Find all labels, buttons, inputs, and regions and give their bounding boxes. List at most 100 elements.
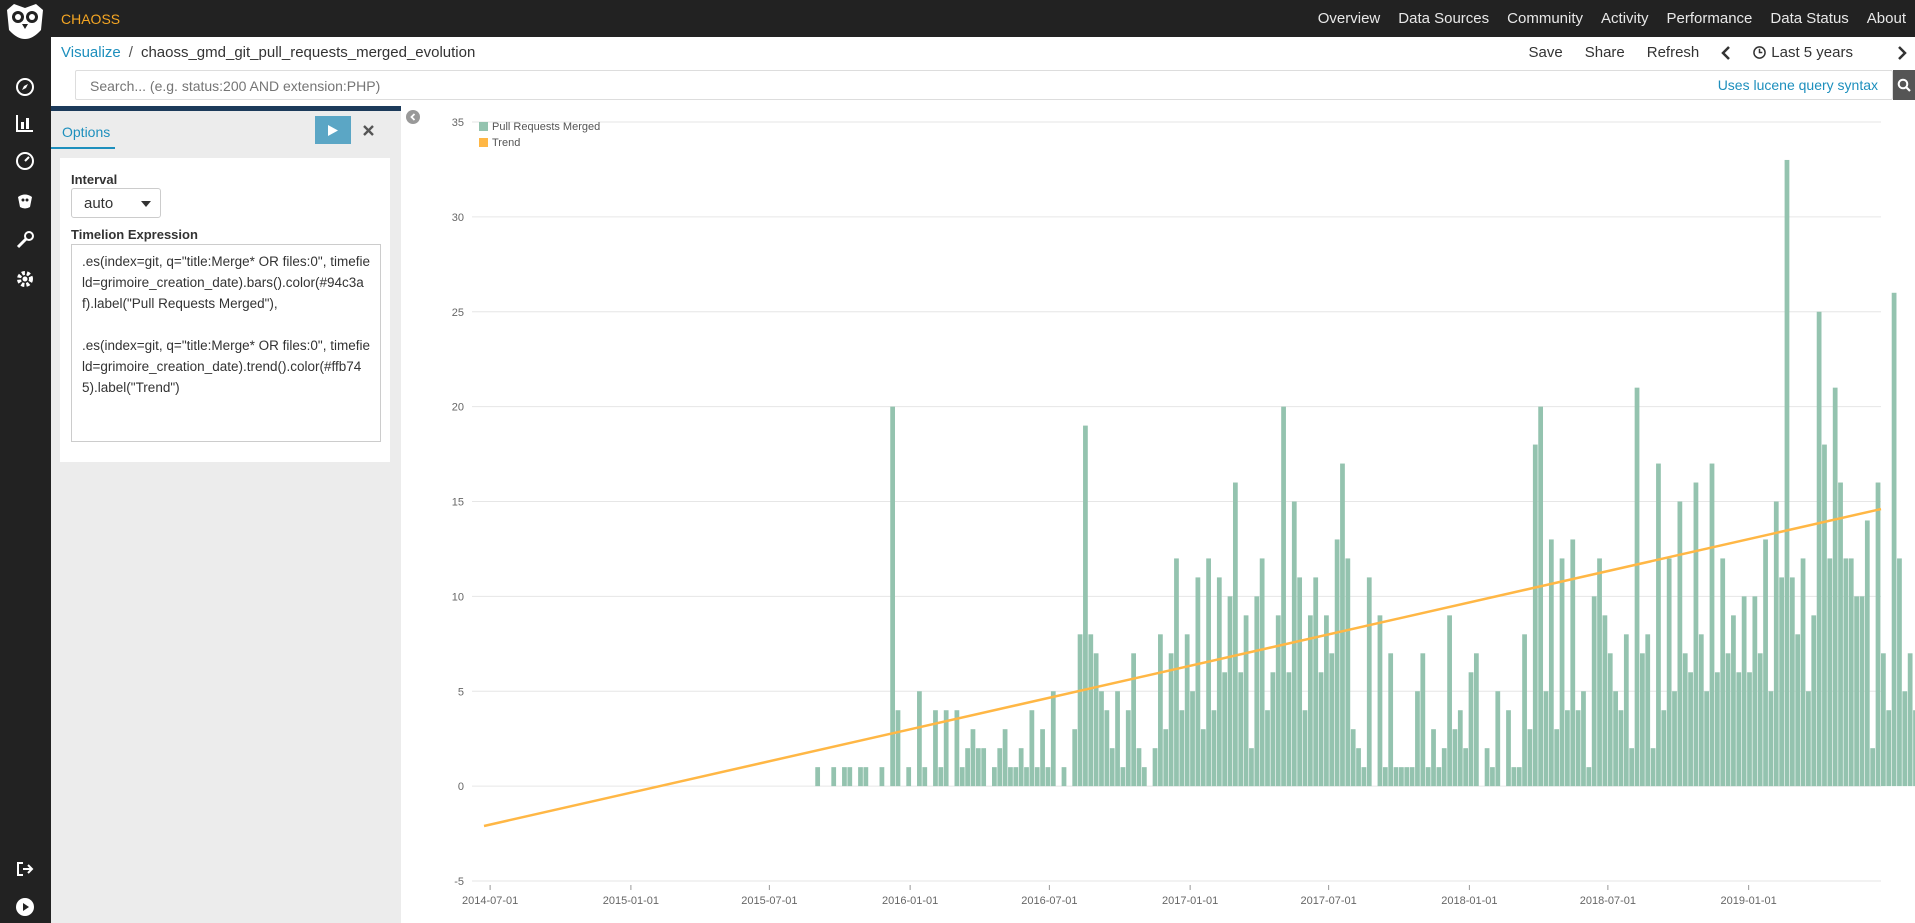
bar: [1356, 748, 1361, 787]
play-icon[interactable]: [13, 896, 37, 918]
legend-label: Trend: [492, 137, 520, 149]
y-tick-label: 35: [452, 117, 464, 129]
toolbar-actions: Save Share Refresh Last 5 years: [1529, 44, 1915, 61]
search-button[interactable]: [1893, 70, 1915, 100]
bar: [1629, 748, 1635, 787]
dashboard-icon[interactable]: [13, 150, 37, 172]
timelion-icon[interactable]: [13, 190, 37, 212]
brand-name[interactable]: CHAOSS: [61, 11, 121, 27]
y-tick-label: 15: [452, 497, 464, 509]
bar: [1618, 710, 1624, 787]
bar: [1415, 691, 1420, 787]
discover-icon[interactable]: [13, 76, 37, 98]
bar: [1318, 672, 1324, 787]
bar: [1377, 615, 1383, 787]
bar: [1077, 634, 1083, 787]
bar: [1168, 653, 1174, 787]
collapse-sidebar-button[interactable]: [406, 110, 420, 124]
timelion-expression-textarea[interactable]: .es(index=git, q="title:Merge* OR files:…: [71, 244, 381, 442]
bar: [815, 767, 821, 787]
devtools-icon[interactable]: [13, 229, 37, 251]
bar: [1174, 558, 1179, 787]
bar: [1527, 729, 1533, 787]
nav-data-sources[interactable]: Data Sources: [1398, 10, 1490, 27]
bar: [1838, 482, 1843, 787]
x-tick-label: 2019-01-01: [1721, 895, 1777, 907]
bar: [1490, 767, 1495, 787]
timepicker-button[interactable]: Last 5 years: [1753, 44, 1875, 61]
bar: [1099, 691, 1104, 787]
bar: [1661, 710, 1667, 787]
nav-data-status[interactable]: Data Status: [1770, 10, 1849, 27]
save-button[interactable]: Save: [1528, 44, 1563, 61]
bar: [1120, 767, 1126, 787]
nav-community[interactable]: Community: [1507, 10, 1584, 27]
bar: [1238, 672, 1244, 787]
bar: [1088, 634, 1094, 787]
bar: [943, 710, 949, 787]
bar: [1822, 444, 1827, 787]
bar: [1473, 653, 1479, 787]
bar: [1034, 767, 1040, 787]
tab-options[interactable]: Options: [51, 118, 115, 149]
nav-about[interactable]: About: [1866, 10, 1906, 27]
bar: [1243, 615, 1249, 787]
x-tick-label: 2017-01-01: [1162, 895, 1218, 907]
bar: [1382, 767, 1388, 787]
bar: [1324, 615, 1329, 787]
bar: [1741, 596, 1747, 787]
nav-activity[interactable]: Activity: [1601, 10, 1649, 27]
bar: [1645, 634, 1651, 787]
breadcrumb-visualize-link[interactable]: Visualize: [61, 44, 121, 61]
bar: [1104, 710, 1110, 787]
bar: [922, 767, 928, 787]
bar: [959, 767, 965, 787]
expression-label: Timelion Expression: [71, 227, 198, 242]
breadcrumb-separator: /: [128, 44, 133, 61]
bar: [1806, 691, 1811, 787]
share-button[interactable]: Share: [1584, 44, 1625, 61]
sidebar: [0, 37, 51, 923]
bar: [879, 767, 885, 787]
management-icon[interactable]: [13, 268, 37, 290]
y-tick-label: 20: [452, 402, 464, 414]
top-navigation-bar: Overview Data Sources Community Activity…: [0, 0, 1915, 37]
time-prev-button[interactable]: [1721, 44, 1731, 61]
time-next-button[interactable]: [1897, 44, 1907, 61]
nav-performance[interactable]: Performance: [1666, 10, 1753, 27]
bar: [1447, 615, 1452, 787]
logout-icon[interactable]: [13, 858, 37, 880]
discard-changes-button[interactable]: [356, 116, 380, 144]
bar: [975, 748, 981, 787]
bar: [906, 767, 912, 787]
bar: [1795, 634, 1801, 787]
clock-icon: [1753, 46, 1767, 59]
visualize-icon[interactable]: [13, 112, 37, 134]
interval-select[interactable]: auto: [71, 188, 161, 218]
apply-changes-button[interactable]: [315, 116, 351, 144]
timelion-chart: -5 0 5 10 15 20 25 30 35 2014-07-01 2015-01-01 2015…: [452, 117, 1915, 907]
bar: [1816, 311, 1822, 787]
owl-logo-icon[interactable]: [0, 0, 51, 50]
bar: [1714, 672, 1720, 787]
x-tick-label: 2018-01-01: [1441, 895, 1497, 907]
bar: [1340, 463, 1345, 787]
bar: [1650, 748, 1656, 787]
bar: [1286, 672, 1292, 787]
lucene-syntax-link[interactable]: Uses lucene query syntax: [1717, 77, 1878, 93]
bar: [890, 406, 896, 787]
y-tick-label: -5: [454, 876, 464, 888]
search-input[interactable]: [88, 76, 1392, 96]
bar: [1125, 710, 1131, 787]
nav-overview[interactable]: Overview: [1317, 10, 1381, 27]
bar: [1902, 691, 1908, 787]
bar: [1029, 710, 1035, 787]
bar: [1543, 691, 1549, 787]
y-tick-label: 30: [452, 212, 464, 224]
bar: [1259, 558, 1265, 787]
refresh-button[interactable]: Refresh: [1646, 44, 1700, 61]
bar: [1307, 615, 1313, 787]
bar: [1709, 463, 1715, 787]
bar: [1586, 767, 1592, 787]
bar: [981, 748, 987, 787]
